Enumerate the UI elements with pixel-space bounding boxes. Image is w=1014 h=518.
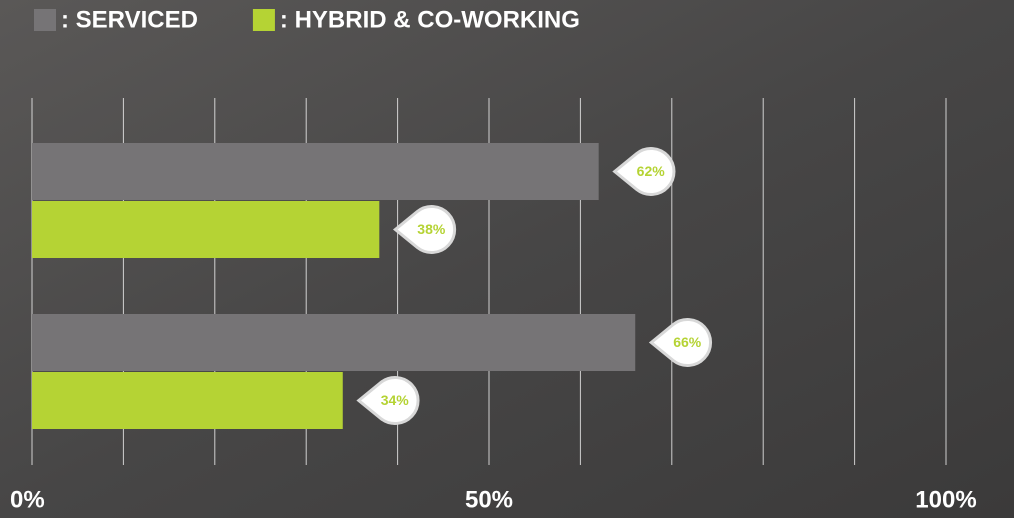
x-tick-label: 50% bbox=[465, 486, 513, 513]
value-bubble bbox=[356, 376, 420, 425]
value-bubble bbox=[648, 318, 713, 367]
value-bubble bbox=[392, 205, 457, 254]
legend-swatch bbox=[34, 9, 56, 31]
legend-swatch bbox=[252, 9, 275, 31]
bar bbox=[32, 143, 599, 200]
value-label: 34% bbox=[381, 392, 410, 408]
bar bbox=[32, 372, 343, 429]
legend-label: : SERVICED bbox=[61, 6, 198, 33]
value-label: 66% bbox=[673, 334, 702, 350]
bar bbox=[32, 201, 380, 258]
value-label: 62% bbox=[637, 163, 666, 179]
x-tick-label: 0% bbox=[10, 486, 45, 513]
bar bbox=[32, 314, 636, 371]
x-tick-label: 100% bbox=[915, 486, 976, 513]
legend-label: : HYBRID & CO-WORKING bbox=[280, 6, 580, 33]
value-label: 38% bbox=[417, 221, 446, 237]
value-bubble bbox=[612, 147, 676, 196]
